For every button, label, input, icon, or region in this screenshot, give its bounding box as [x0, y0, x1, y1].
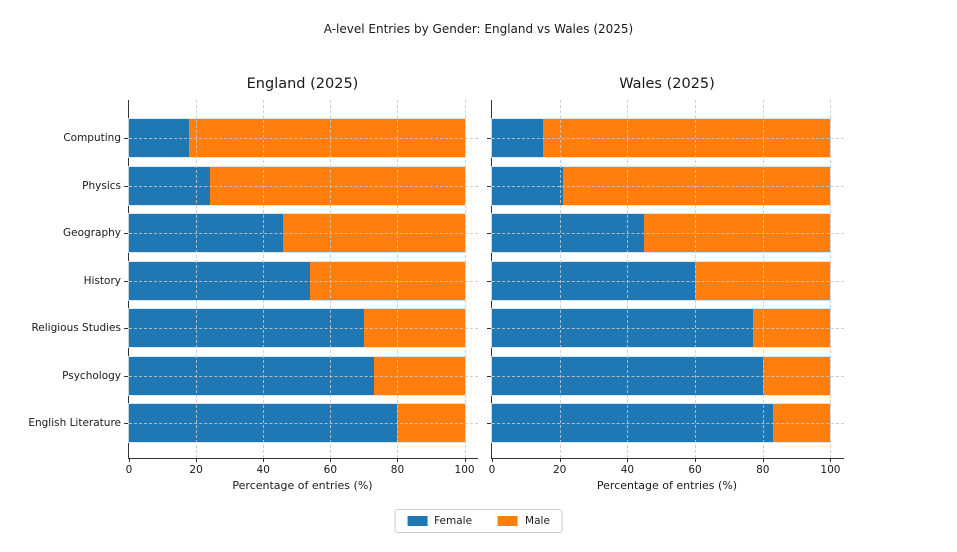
x-tick-mark	[330, 458, 332, 462]
category-label-physics: Physics	[82, 179, 121, 192]
h-gridline	[492, 185, 844, 187]
h-gridline	[129, 375, 478, 377]
h-gridline	[492, 328, 844, 329]
h-gridline	[492, 138, 844, 139]
y-tick-mark	[124, 375, 128, 377]
v-gridline	[263, 100, 265, 458]
x-tick-mark	[196, 458, 198, 462]
subplot-wales-title: Wales (2025)	[619, 76, 715, 92]
x-tick-label: 0	[488, 464, 496, 476]
h-gridline	[492, 375, 844, 377]
y-tick-mark	[487, 233, 491, 234]
x-tick-label: 60	[688, 464, 702, 476]
x-tick-label: 100	[820, 464, 841, 476]
subplot-england-xlabel: Percentage of entries (%)	[232, 479, 373, 492]
y-tick-mark	[124, 423, 128, 424]
x-tick-mark	[762, 458, 764, 462]
y-tick-mark	[487, 423, 491, 424]
x-tick-label: 100	[454, 464, 475, 476]
h-gridline	[129, 185, 478, 187]
h-gridline	[129, 328, 478, 329]
v-gridline	[464, 100, 466, 458]
x-tick-label: 0	[125, 464, 133, 476]
subplot-england-plot-area: Computing Physics Geography History Religiou…	[28, 100, 478, 476]
v-gridline	[762, 100, 764, 458]
legend-label-male: Male	[525, 515, 550, 527]
x-tick-mark	[627, 458, 629, 462]
v-gridline	[695, 100, 697, 458]
h-gridline	[492, 280, 844, 282]
y-tick-mark	[124, 233, 128, 234]
y-tick-mark	[487, 280, 491, 282]
y-tick-mark	[124, 328, 128, 329]
y-tick-mark	[487, 328, 491, 329]
x-tick-label: 80	[756, 464, 770, 476]
category-label-geography: Geography	[63, 227, 121, 239]
x-tick-mark	[695, 458, 697, 462]
x-tick-label: 80	[390, 464, 405, 476]
category-label-history: History	[83, 274, 121, 287]
legend-label-female: Female	[434, 515, 473, 527]
subplot-england-title: England (2025)	[246, 76, 359, 92]
x-tick-mark	[492, 458, 493, 462]
v-gridline	[830, 100, 832, 458]
x-tick-label: 40	[256, 464, 270, 476]
subplot-wales-plot-area: 0 20 40 60 80 100	[487, 100, 844, 476]
x-tick-mark	[559, 458, 561, 462]
x-tick-label: 60	[323, 464, 338, 476]
h-gridline	[129, 138, 478, 139]
h-gridline	[492, 423, 844, 424]
category-label-english-literature: English Literature	[28, 417, 121, 429]
h-gridline	[129, 280, 478, 282]
x-tick-label: 20	[553, 464, 567, 476]
x-tick-mark	[129, 458, 130, 462]
y-tick-mark	[487, 138, 491, 139]
v-gridline	[559, 100, 561, 458]
y-tick-mark	[487, 375, 491, 377]
subplot-wales-xlabel: Percentage of entries (%)	[596, 479, 738, 492]
legend-item-female: Female	[407, 515, 472, 527]
x-tick-label: 40	[620, 464, 635, 476]
legend: Female Male	[394, 509, 563, 533]
y-tick-mark	[124, 185, 128, 187]
x-tick-label: 20	[189, 464, 203, 476]
y-tick-mark	[487, 185, 491, 187]
y-tick-mark	[124, 280, 128, 282]
x-tick-mark	[397, 458, 399, 462]
y-tick-mark	[124, 138, 128, 139]
category-label-psychology: Psychology	[62, 369, 121, 382]
x-tick-mark	[263, 458, 265, 462]
v-gridline	[330, 100, 332, 458]
v-gridline	[196, 100, 198, 458]
h-gridline	[129, 233, 478, 234]
category-label-computing: Computing	[63, 132, 121, 144]
figure-title: A-level Entries by Gender: England vs Wa…	[323, 22, 634, 36]
v-gridline	[627, 100, 629, 458]
v-gridline	[397, 100, 399, 458]
male-swatch-icon	[498, 516, 519, 526]
h-gridline	[129, 423, 478, 424]
x-tick-mark	[830, 458, 832, 462]
female-swatch-icon	[407, 516, 428, 526]
h-gridline	[492, 233, 844, 234]
legend-item-male: Male	[498, 515, 550, 527]
category-label-religious-studies: Religious Studies	[31, 322, 121, 334]
x-tick-mark	[464, 458, 466, 462]
